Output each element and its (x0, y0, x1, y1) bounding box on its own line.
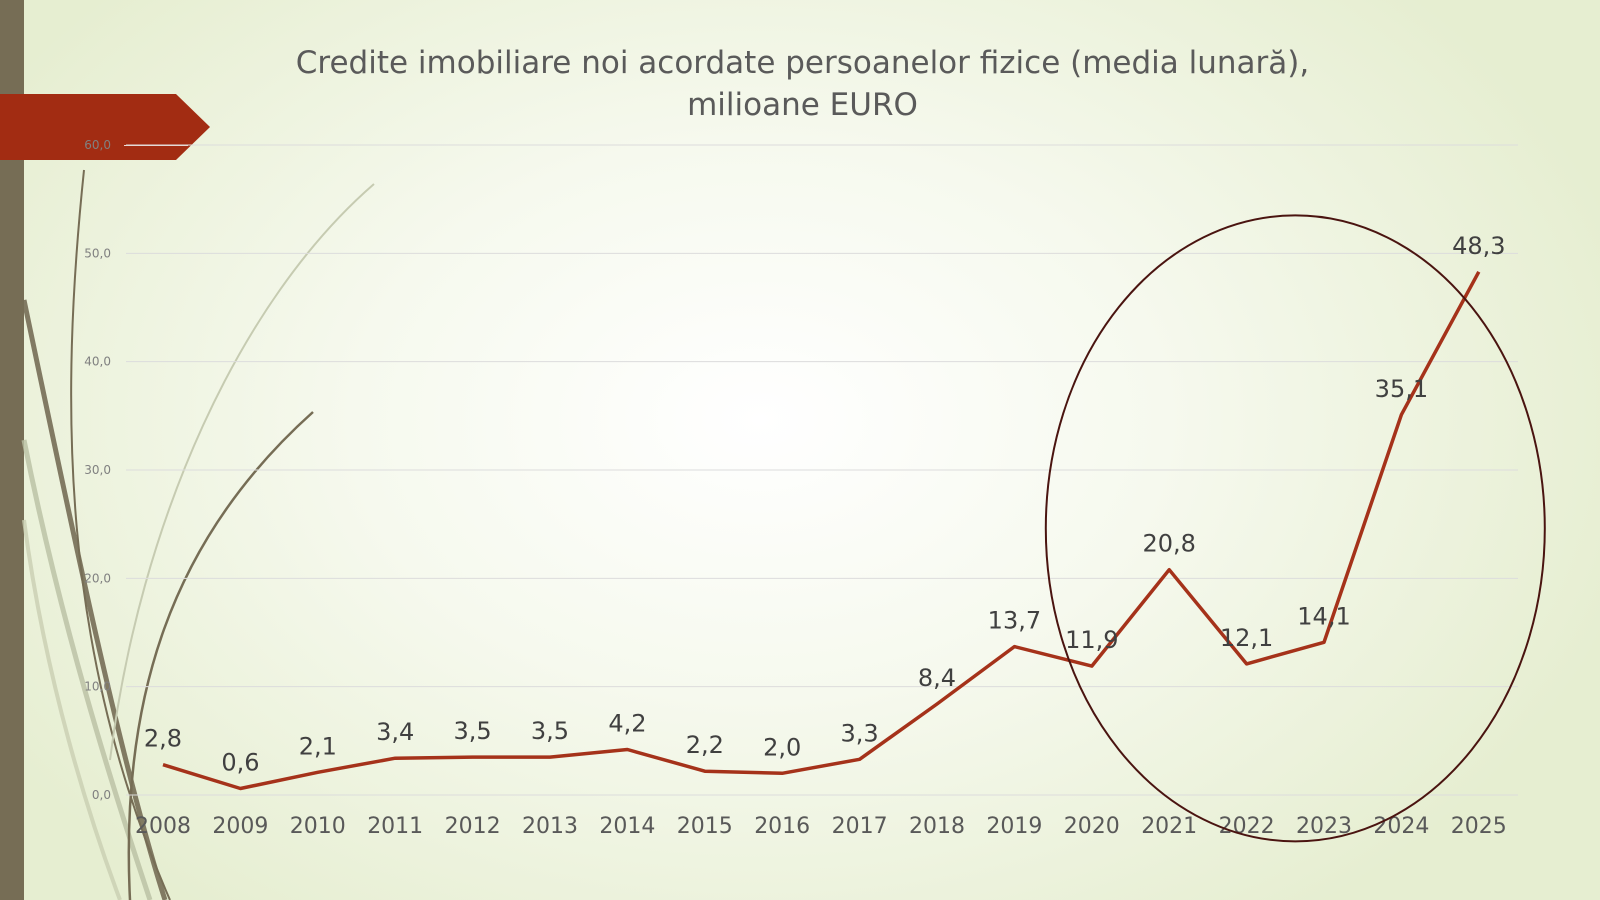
data-label: 20,8 (1142, 530, 1195, 558)
x-tick-label: 2015 (677, 814, 733, 839)
data-label: 13,7 (988, 607, 1041, 635)
data-label: 8,4 (918, 664, 956, 692)
accent-arrow-tab (0, 94, 210, 160)
data-label: 3,5 (454, 717, 492, 745)
x-tick-label: 2020 (1064, 814, 1120, 839)
data-label: 2,2 (686, 731, 724, 759)
data-label: 2,8 (144, 725, 182, 753)
y-tick-label: 50,0 (84, 246, 111, 260)
data-label: 14,1 (1297, 602, 1350, 630)
gridlines (126, 144, 1518, 796)
data-label: 3,5 (531, 717, 569, 745)
data-label: 2,1 (299, 732, 337, 760)
x-tick-label: 2009 (212, 814, 268, 839)
data-label: 4,2 (608, 710, 646, 738)
y-axis-ticks: 0,0 10,0 20,0 30,0 40,0 50,0 60,0 (84, 138, 111, 802)
data-label: 0,6 (221, 749, 259, 777)
y-tick-label: 10,0 (84, 680, 111, 694)
title-line-1: Credite imobiliare noi acordate persoane… (295, 45, 1310, 81)
x-tick-label: 2011 (367, 814, 423, 839)
data-label: 35,1 (1375, 375, 1428, 403)
x-tick-label: 2008 (135, 814, 191, 839)
slide-title: Credite imobiliare noi acordate persoane… (200, 42, 1405, 126)
data-label: 12,1 (1220, 624, 1273, 652)
series-line (162, 270, 1481, 791)
x-tick-label: 2014 (599, 814, 655, 839)
y-tick-label: 40,0 (84, 355, 111, 369)
data-labels: 2,8 0,6 2,1 3,4 3,5 3,5 4,2 2,2 2,0 3,3 8,4 13,7 11,… (144, 232, 1506, 777)
x-tick-label: 2025 (1451, 814, 1507, 839)
title-line-2: milioane EURO (687, 87, 918, 123)
y-tick-label: 30,0 (84, 463, 111, 477)
y-tick-label: 0,0 (92, 788, 111, 802)
x-tick-label: 2010 (290, 814, 346, 839)
data-label: 3,4 (376, 718, 414, 746)
x-axis-ticks: 2008 2009 2010 2011 2012 2013 2014 2015 2016 2017… (135, 814, 1507, 839)
x-tick-label: 2021 (1141, 814, 1197, 839)
x-tick-label: 2012 (445, 814, 501, 839)
data-label: 3,3 (841, 719, 879, 747)
x-tick-label: 2017 (832, 814, 888, 839)
data-label: 11,9 (1065, 626, 1118, 654)
highlight-ellipse (1044, 214, 1546, 843)
x-tick-label: 2018 (909, 814, 965, 839)
x-tick-label: 2024 (1373, 814, 1429, 839)
data-label: 48,3 (1452, 232, 1505, 260)
x-tick-label: 2016 (754, 814, 810, 839)
y-tick-label: 20,0 (84, 571, 111, 585)
y-tick-label: 60,0 (84, 138, 111, 152)
data-label: 2,0 (763, 733, 801, 761)
x-tick-label: 2019 (986, 814, 1042, 839)
x-tick-label: 2013 (522, 814, 578, 839)
